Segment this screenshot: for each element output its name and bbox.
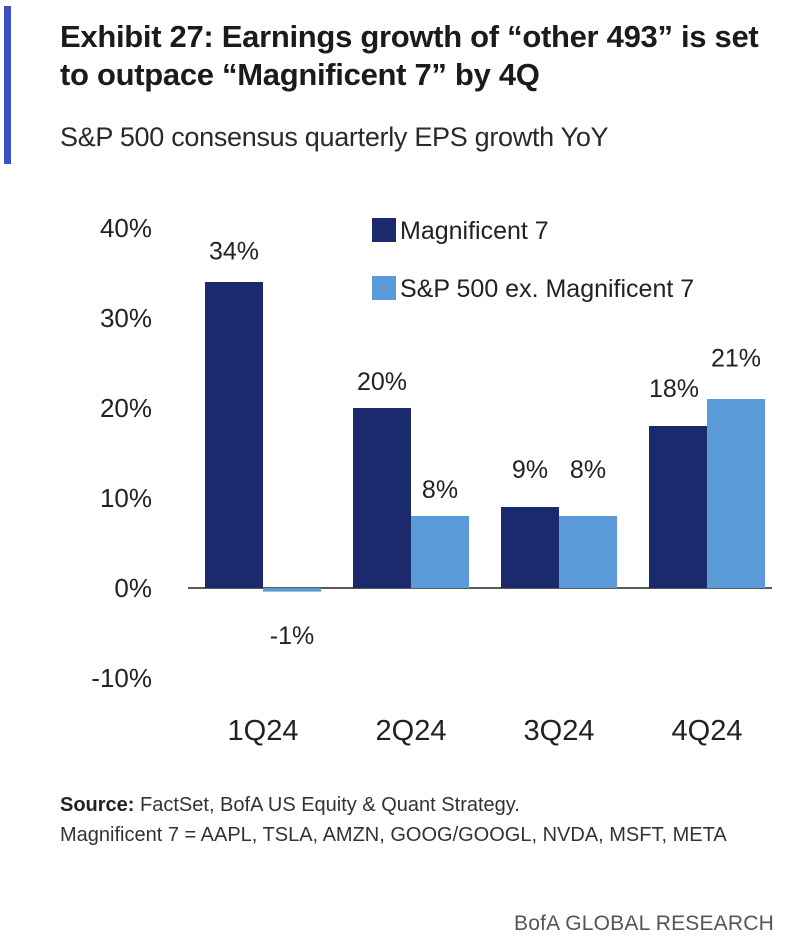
bar-ex-mag7-3q24: [559, 516, 617, 588]
source-text: FactSet, BofA US Equity & Quant Strategy…: [140, 794, 520, 816]
data-label: 9%: [512, 456, 548, 484]
bar-mag7-3q24: [501, 507, 559, 588]
y-tick-label: 20%: [100, 393, 152, 423]
x-tick-label: 1Q24: [228, 715, 299, 747]
bar-mag7-2q24: [353, 408, 411, 588]
y-tick-label: -10%: [91, 663, 152, 693]
legend-label: S&P 500 ex. Magnificent 7: [400, 275, 694, 303]
data-label: 8%: [570, 456, 606, 484]
y-tick-label: 40%: [100, 213, 152, 243]
x-tick-label: 4Q24: [672, 715, 743, 747]
brand-label: BofA GLOBAL RESEARCH: [514, 912, 774, 935]
y-tick-label: 10%: [100, 483, 152, 513]
bar-ex-mag7-2q24: [411, 516, 469, 588]
legend-swatch: [372, 276, 396, 300]
bar-mag7-4q24: [649, 426, 707, 588]
x-axis: 1Q24 2Q24 3Q24 4Q24: [228, 715, 743, 747]
bar-series: [205, 282, 765, 592]
source-label: Source:: [60, 794, 135, 816]
bar-chart: 40% 30% 20% 10% 0% -10% 34% -1% 20% 8% 9% 8% 18% 21%…: [91, 213, 772, 747]
y-tick-label: 30%: [100, 303, 152, 333]
data-label: 8%: [422, 476, 458, 504]
data-label: 21%: [711, 345, 761, 373]
x-tick-label: 2Q24: [376, 715, 447, 747]
data-label: -1%: [270, 622, 314, 650]
x-tick-label: 3Q24: [524, 715, 595, 747]
data-label: 18%: [649, 375, 699, 403]
accent-bar: [4, 6, 11, 164]
footer-notes: Source: FactSet, BofA US Equity & Quant …: [60, 790, 780, 850]
data-labels: 34% -1% 20% 8% 9% 8% 18% 21%: [209, 238, 761, 651]
legend-label: Magnificent 7: [400, 217, 549, 245]
data-label: 20%: [357, 368, 407, 396]
legend-swatch: [372, 218, 396, 242]
legend: Magnificent 7 S&P 500 ex. Magnificent 7: [372, 217, 694, 303]
chart-subtitle: S&P 500 consensus quarterly EPS growth Y…: [60, 122, 609, 152]
chart-title: Exhibit 27: Earnings growth of “other 49…: [60, 19, 759, 92]
y-tick-label: 0%: [114, 573, 152, 603]
bar-mag7-1q24: [205, 282, 263, 588]
source-line: Source: FactSet, BofA US Equity & Quant …: [60, 790, 780, 820]
y-axis: 40% 30% 20% 10% 0% -10%: [91, 213, 152, 693]
magnificent-7-note: Magnificent 7 = AAPL, TSLA, AMZN, GOOG/G…: [60, 824, 727, 846]
bar-ex-mag7-1q24: [263, 588, 321, 592]
data-label: 34%: [209, 238, 259, 266]
bar-ex-mag7-4q24: [707, 399, 765, 588]
